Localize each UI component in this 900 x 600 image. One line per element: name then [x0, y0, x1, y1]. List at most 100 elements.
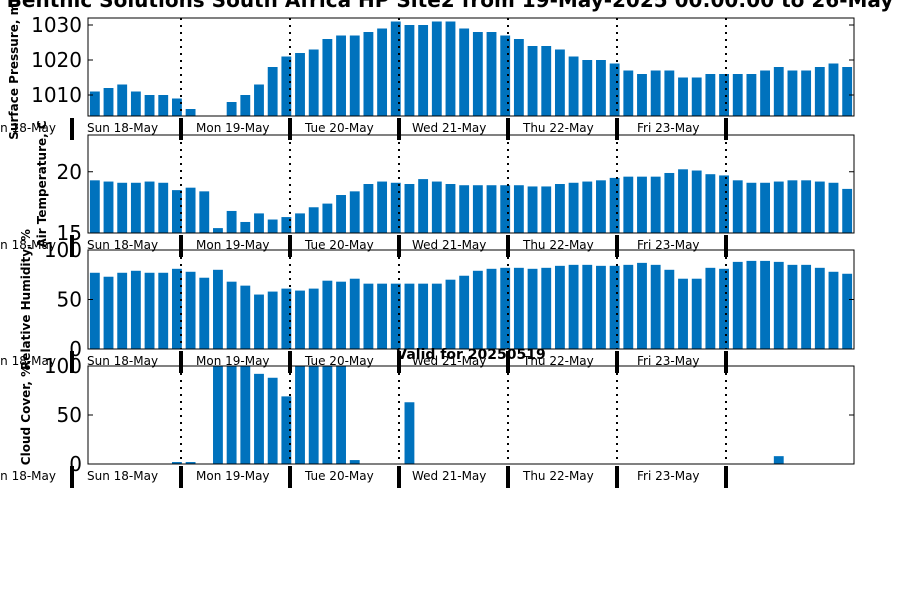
x-tick-label: Wed 21-May [412, 238, 486, 252]
x-tick-label: Wed 21-May [412, 121, 486, 135]
bar [568, 56, 579, 116]
bar [623, 264, 634, 349]
bar [664, 70, 675, 116]
bar [500, 267, 511, 349]
bar [691, 77, 702, 116]
bar [226, 210, 237, 233]
bar [541, 186, 552, 233]
bar [240, 366, 251, 464]
valid-date-label: Valid for 20250519 [396, 347, 545, 363]
bar [732, 74, 743, 116]
bar [842, 188, 853, 233]
bar [472, 185, 483, 233]
bar [828, 63, 839, 116]
bar [801, 70, 812, 116]
bar [103, 88, 114, 116]
bar [336, 366, 346, 464]
bar [418, 25, 429, 116]
bar [404, 402, 415, 464]
bar [213, 269, 223, 349]
y-tick-label: 100 [44, 238, 82, 262]
bar [363, 32, 374, 116]
bar [117, 272, 128, 349]
y-tick-label: 50 [57, 288, 82, 312]
bar [226, 102, 237, 116]
bar [554, 184, 565, 233]
bar [787, 180, 798, 233]
bar [240, 221, 251, 233]
y-tick-label: 20 [57, 160, 82, 184]
bar [568, 182, 579, 233]
bar [185, 271, 196, 349]
bar [760, 70, 771, 116]
x-tick-label: Sun 18-May [0, 238, 56, 252]
x-tick-label: Wed 21-May [412, 354, 486, 368]
x-tick-label: Sun 18-May [0, 121, 56, 135]
bar [89, 91, 100, 116]
y-axis-label: Relative Humidity, % [19, 229, 33, 370]
bar [308, 288, 319, 349]
bar [500, 35, 511, 116]
bar [431, 283, 442, 349]
bar [199, 277, 210, 349]
bar [527, 268, 538, 349]
x-tick-label: Sun 18-May [0, 354, 56, 368]
bar [295, 290, 305, 349]
bar [486, 268, 497, 349]
bar [637, 74, 647, 116]
day-marker [70, 235, 74, 257]
bar [691, 278, 702, 349]
y-tick-label: 1010 [31, 83, 82, 107]
bar [527, 186, 538, 233]
bar [431, 21, 442, 116]
bar [213, 366, 223, 464]
bar [828, 182, 839, 233]
bar [363, 184, 374, 233]
bar [144, 181, 155, 233]
axes-frame [87, 17, 855, 117]
bar [377, 181, 388, 233]
bar [773, 67, 784, 116]
x-tick-label: Mon 19-May [196, 354, 270, 368]
bar [773, 456, 784, 464]
bar [801, 180, 812, 233]
bar [322, 280, 333, 349]
bar [267, 67, 278, 116]
y-tick-label: 1020 [31, 48, 82, 72]
bar [336, 281, 346, 349]
bar [240, 285, 251, 349]
bar [678, 77, 688, 116]
bar [486, 185, 497, 233]
bar [787, 264, 798, 349]
bar [240, 95, 251, 116]
day-marker [724, 235, 728, 257]
x-tick-label: Fri 23-May [637, 469, 700, 483]
x-tick-label: Tue 20-May [304, 238, 374, 252]
day-marker [615, 466, 619, 488]
bar [281, 288, 292, 349]
bar [623, 176, 634, 233]
bar [144, 272, 155, 349]
bar [760, 182, 771, 233]
bar [773, 181, 784, 233]
bar [226, 366, 237, 464]
bar [349, 191, 360, 233]
y-axis-label: Air Temperature, C [35, 120, 49, 248]
day-marker [288, 466, 292, 488]
bar [732, 180, 743, 233]
bar [226, 281, 237, 349]
bar [459, 275, 470, 349]
bar [158, 95, 169, 116]
bar [199, 191, 210, 233]
bar [103, 276, 114, 349]
bar [117, 84, 128, 116]
bar [349, 460, 360, 464]
bar [637, 176, 647, 233]
bar [295, 53, 305, 116]
bar [513, 185, 524, 233]
bar [705, 74, 716, 116]
day-marker [70, 118, 74, 140]
day-marker [397, 118, 401, 140]
bar [349, 35, 360, 116]
bar [158, 272, 169, 349]
